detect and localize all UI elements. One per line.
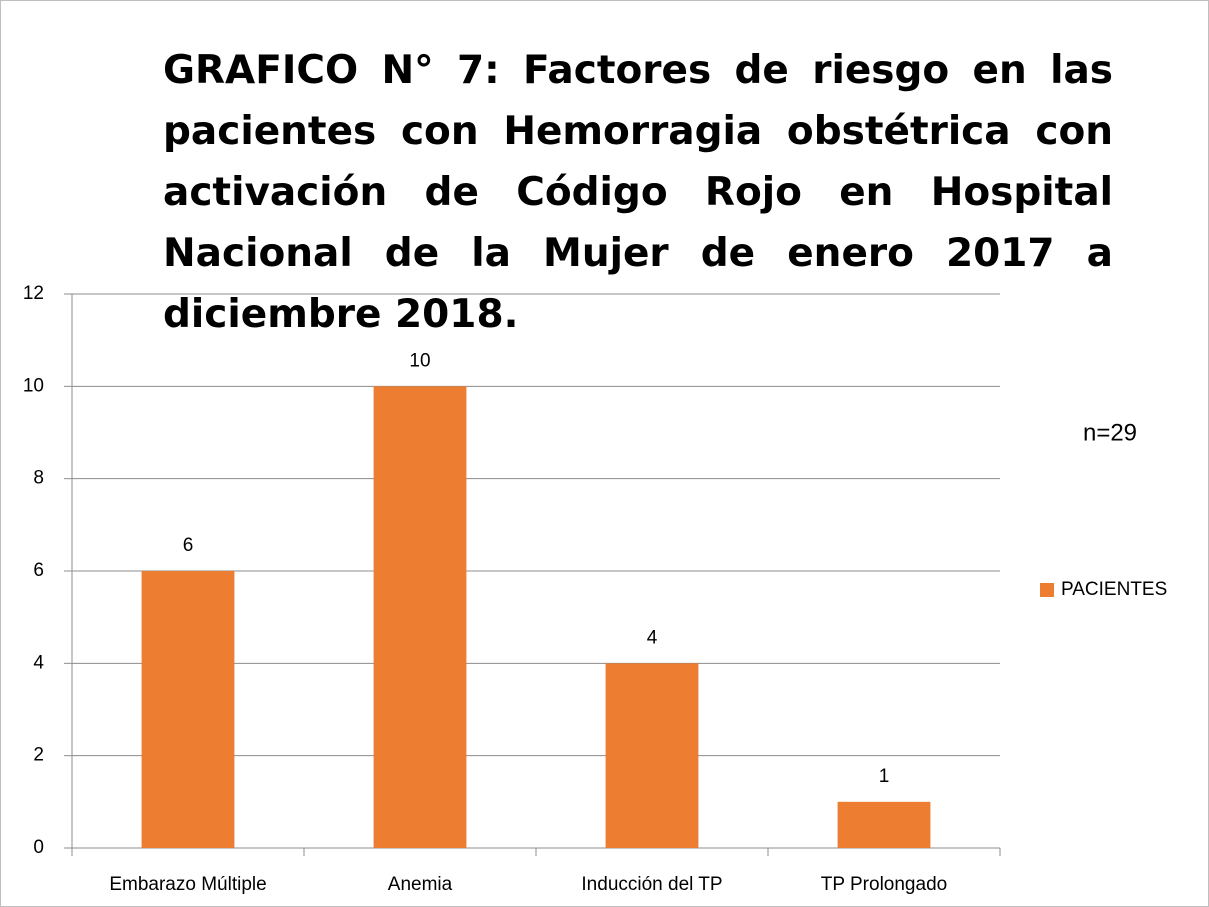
x-tick-label: Embarazo Múltiple	[109, 874, 266, 895]
x-tick-label: TP Prolongado	[821, 874, 947, 895]
y-tick-label: 12	[23, 283, 44, 304]
data-label: 6	[183, 535, 194, 556]
y-tick-label: 0	[33, 837, 44, 858]
data-label: 4	[647, 627, 658, 648]
y-tick-label: 2	[33, 745, 44, 766]
y-tick-label: 4	[33, 652, 44, 673]
bar	[141, 571, 235, 848]
legend-label: PACIENTES	[1061, 579, 1167, 600]
legend-swatch	[1040, 583, 1054, 597]
annotation: n=29	[1083, 419, 1137, 446]
bar	[837, 801, 931, 848]
data-label: 10	[409, 350, 430, 371]
y-tick-label: 6	[33, 560, 44, 581]
bar	[373, 386, 467, 848]
y-tick-label: 10	[23, 375, 44, 396]
x-tick-label: Anemia	[388, 874, 453, 895]
bar	[605, 663, 699, 848]
data-label: 1	[879, 766, 890, 787]
x-tick-label: Inducción del TP	[581, 874, 722, 895]
y-tick-label: 8	[33, 468, 44, 489]
chart-title: GRAFICO N° 7: Factores de riesgo en las …	[163, 48, 1113, 337]
